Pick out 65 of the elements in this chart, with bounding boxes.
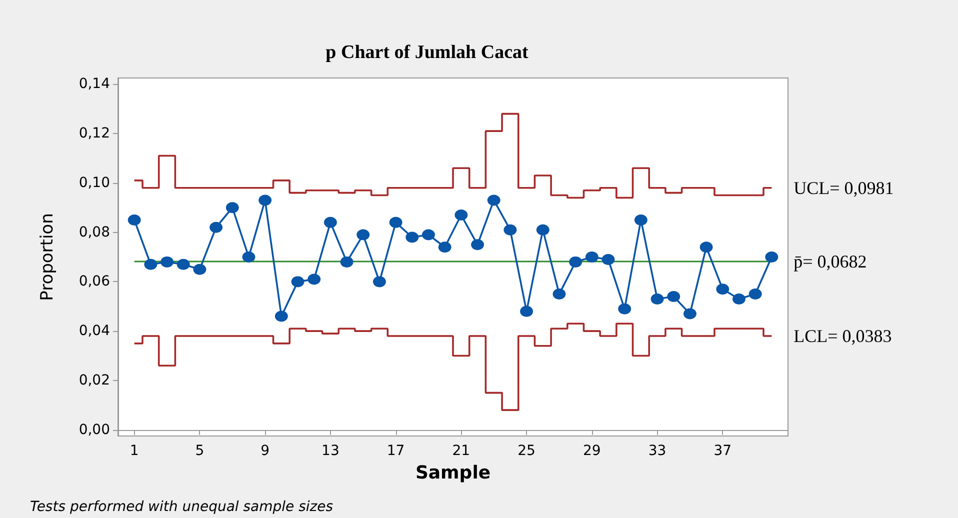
point	[552, 288, 566, 300]
point	[454, 210, 468, 221]
x-tick-label: 5	[195, 443, 204, 459]
point	[308, 274, 321, 285]
point	[602, 254, 615, 265]
y-tick-label: 0,02	[78, 372, 110, 388]
x-tick-label: 1	[130, 443, 139, 459]
x-tick-label: 25	[518, 443, 536, 459]
point	[504, 224, 517, 236]
point	[406, 232, 419, 243]
point	[569, 256, 582, 268]
y-tick-label: 0,12	[78, 126, 110, 142]
y-tick-label: 0,10	[78, 174, 110, 191]
point	[520, 306, 534, 317]
point	[438, 242, 452, 253]
point	[732, 293, 746, 304]
point	[536, 224, 550, 236]
point	[258, 194, 272, 206]
point	[748, 288, 762, 300]
chart-title: p Chart of Jumlah Cacat	[326, 42, 529, 63]
point	[716, 284, 730, 295]
y-tick-label: 0,04	[78, 323, 110, 340]
ref-line-label: p̄= 0,0682	[794, 251, 867, 272]
x-tick-label: 29	[582, 443, 601, 459]
point	[765, 252, 778, 262]
y-axis-title: Proportion	[38, 213, 58, 301]
point	[160, 256, 174, 268]
series-label: UCL= 0,0981	[794, 178, 894, 198]
x-tick-label: 21	[452, 443, 470, 459]
series-label: LCL= 0,0383	[794, 326, 892, 346]
point	[340, 256, 354, 268]
y-tick-label: 0,06	[78, 274, 110, 290]
x-tick-label: 33	[648, 443, 666, 459]
x-tick-label: 13	[322, 443, 340, 459]
y-tick-label: 0,00	[78, 422, 110, 438]
point	[667, 291, 680, 302]
point	[700, 242, 713, 253]
point	[634, 214, 648, 226]
point	[422, 229, 435, 240]
y-tick-label: 0,14	[78, 76, 110, 92]
point	[585, 252, 598, 262]
x-tick-label: 9	[260, 443, 270, 459]
point	[128, 214, 141, 226]
point	[193, 264, 206, 275]
text: Tests performed with unequal sample sizes	[30, 499, 334, 515]
point	[274, 310, 288, 322]
point	[650, 293, 664, 304]
x-tick-label: 17	[386, 443, 405, 459]
point	[471, 239, 484, 250]
point	[176, 258, 190, 270]
point	[618, 303, 632, 314]
point	[389, 216, 402, 228]
point	[210, 222, 223, 233]
x-axis-title: Sample	[415, 462, 491, 484]
point	[683, 308, 696, 320]
point	[356, 229, 370, 240]
point	[372, 276, 386, 288]
point	[291, 276, 304, 288]
y-tick-label: 0,08	[78, 224, 110, 240]
point	[226, 202, 239, 214]
point	[144, 258, 158, 270]
point	[324, 216, 337, 228]
point	[487, 194, 500, 206]
x-tick-label: 37	[714, 443, 732, 459]
point	[242, 252, 256, 262]
